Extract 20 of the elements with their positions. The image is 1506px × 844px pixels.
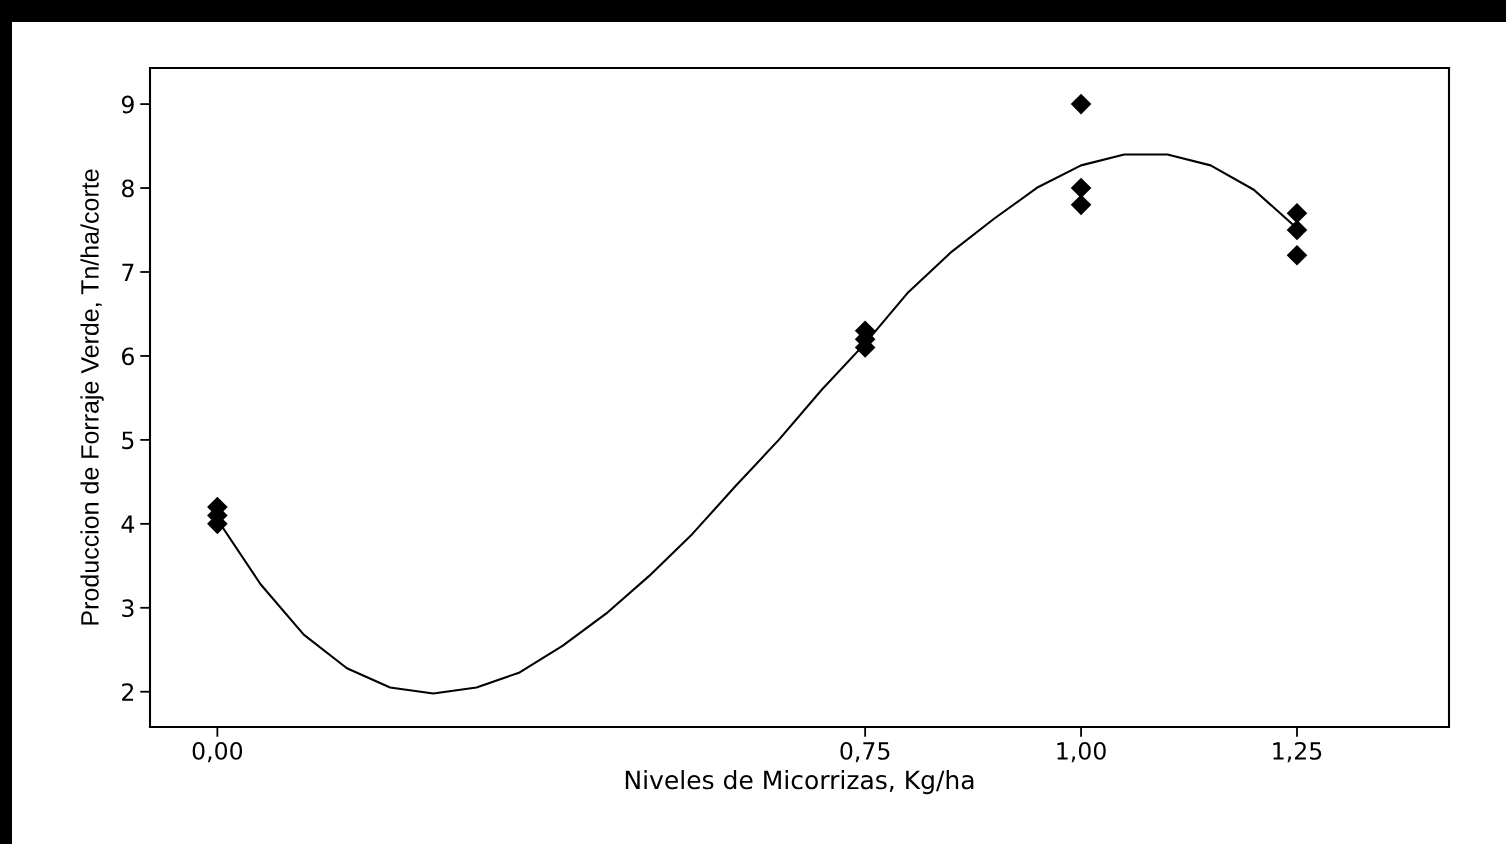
point [1070, 93, 1092, 115]
y-tick-label: 3 [122, 599, 134, 618]
x-tick-label: 1,00 [1057, 742, 1106, 763]
point [1286, 219, 1308, 241]
point [1286, 202, 1308, 224]
x-tick-label: 0,00 [192, 742, 243, 763]
y-tick-label: 6 [122, 347, 134, 366]
point [1286, 244, 1308, 266]
y-tick-label: 7 [122, 263, 134, 281]
point [1070, 194, 1092, 216]
y-axis-title: Produccion de Forraje Verde, Tn/ha/corte [80, 169, 104, 625]
x-tick-label: 1,25 [1273, 742, 1322, 763]
point [1070, 177, 1092, 199]
y-tick-label: 9 [121, 95, 134, 114]
y-tick-label: 2 [122, 683, 134, 701]
x-axis-title: Niveles de Micorrizas, Kg/ha [625, 769, 974, 795]
x-tick-label: 0,75 [840, 742, 890, 763]
y-tick-label: 8 [122, 179, 134, 198]
y-tick-label: 5 [122, 431, 134, 450]
y-tick-label: 4 [121, 515, 135, 533]
